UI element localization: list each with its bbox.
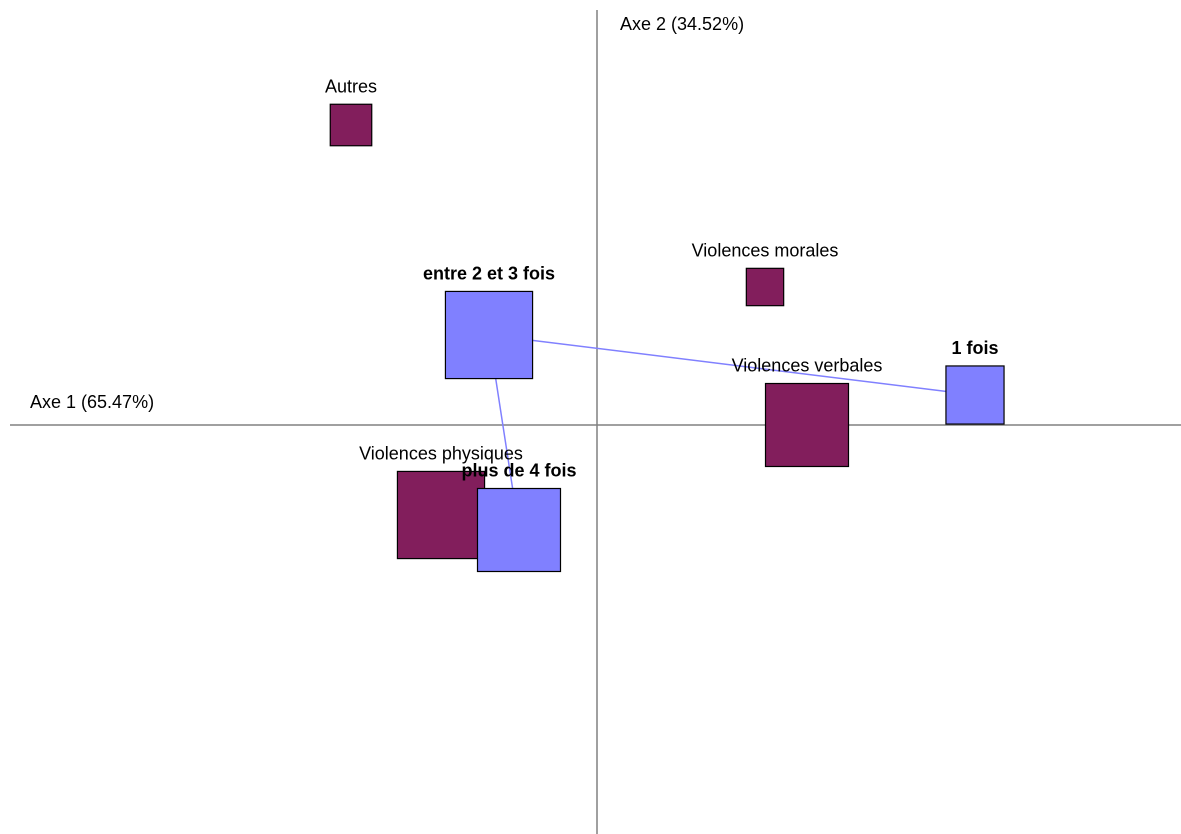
- x-axis-title: Axe 1 (65.47%): [30, 392, 154, 412]
- point-label-entre-2-et-3-fois: entre 2 et 3 fois: [423, 263, 555, 283]
- marker-1-fois[interactable]: [945, 365, 1005, 425]
- y-axis-title: Axe 2 (34.52%): [620, 14, 744, 34]
- marker-layer: [329, 103, 1005, 573]
- point-label-1-fois: 1 fois: [951, 338, 998, 358]
- point-label-violences-morales: Violences morales: [692, 240, 839, 260]
- point-label-violences-verbales: Violences verbales: [732, 356, 883, 376]
- marker-entre-2-et-3-fois[interactable]: [444, 290, 534, 380]
- point-label-plus-de-4-fois: plus de 4 fois: [461, 461, 576, 481]
- marker-violences-morales[interactable]: [745, 267, 785, 307]
- marker-plus-de-4-fois[interactable]: [476, 487, 562, 573]
- marker-autres[interactable]: [329, 103, 373, 147]
- label-layer: Autres Violences morales Violences verbale…: [325, 76, 999, 480]
- axes-layer: Axe 1 (65.47%) Axe 2 (34.52%): [10, 10, 1181, 834]
- marker-violences-physiques[interactable]: [396, 470, 486, 560]
- marker-violences-verbales[interactable]: [764, 382, 850, 468]
- point-label-violences-physiques: Violences physiques: [359, 443, 523, 463]
- point-label-autres: Autres: [325, 76, 377, 96]
